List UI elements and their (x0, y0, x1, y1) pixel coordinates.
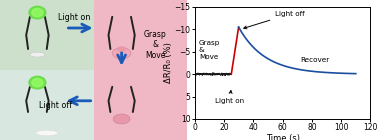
Circle shape (32, 8, 43, 17)
Ellipse shape (36, 130, 58, 136)
Circle shape (29, 6, 46, 19)
Bar (0, 70, 93, 140)
Text: Light on: Light on (215, 91, 245, 104)
Y-axis label: ΔR/R₀ (%): ΔR/R₀ (%) (164, 43, 173, 83)
Bar (93, 70, 187, 140)
Bar (0, 0, 93, 70)
Circle shape (29, 76, 46, 89)
Ellipse shape (112, 48, 131, 59)
Text: Grasp
& 
Move: Grasp & Move (199, 40, 220, 60)
Text: Recover: Recover (300, 57, 329, 63)
Ellipse shape (113, 114, 130, 124)
Ellipse shape (30, 52, 45, 57)
Text: Grasp
&
Move: Grasp & Move (144, 30, 167, 60)
Bar (93, 0, 187, 70)
X-axis label: Time (s): Time (s) (266, 134, 299, 140)
Circle shape (32, 78, 43, 87)
Text: Light on: Light on (58, 13, 90, 22)
Ellipse shape (117, 46, 126, 52)
Text: Light off: Light off (244, 11, 305, 29)
Text: Light off: Light off (39, 102, 73, 110)
